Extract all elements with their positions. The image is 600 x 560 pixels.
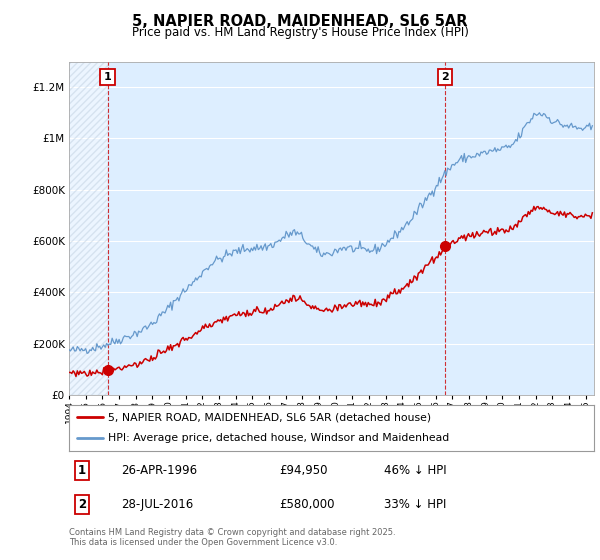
Text: 1: 1 [78, 464, 86, 477]
Text: 2: 2 [78, 498, 86, 511]
Text: 5, NAPIER ROAD, MAIDENHEAD, SL6 5AR (detached house): 5, NAPIER ROAD, MAIDENHEAD, SL6 5AR (det… [109, 412, 431, 422]
Text: 26-APR-1996: 26-APR-1996 [121, 464, 197, 477]
Text: Contains HM Land Registry data © Crown copyright and database right 2025.
This d: Contains HM Land Registry data © Crown c… [69, 528, 395, 547]
Text: 1: 1 [104, 72, 112, 82]
Text: 2: 2 [441, 72, 449, 82]
Text: 28-JUL-2016: 28-JUL-2016 [121, 498, 194, 511]
Text: £580,000: £580,000 [279, 498, 335, 511]
Bar [69, 62, 107, 395]
Text: HPI: Average price, detached house, Windsor and Maidenhead: HPI: Average price, detached house, Wind… [109, 433, 449, 444]
Text: 46% ↓ HPI: 46% ↓ HPI [384, 464, 446, 477]
Text: 5, NAPIER ROAD, MAIDENHEAD, SL6 5AR: 5, NAPIER ROAD, MAIDENHEAD, SL6 5AR [132, 14, 468, 29]
Text: Price paid vs. HM Land Registry's House Price Index (HPI): Price paid vs. HM Land Registry's House … [131, 26, 469, 39]
Text: 33% ↓ HPI: 33% ↓ HPI [384, 498, 446, 511]
Text: £94,950: £94,950 [279, 464, 328, 477]
